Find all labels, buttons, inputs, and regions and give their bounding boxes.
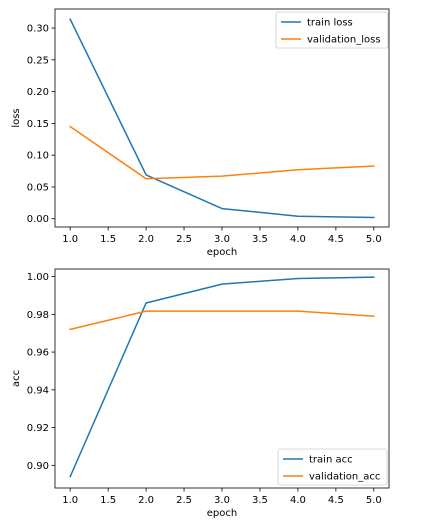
accuracy-chart-x-ticks: 1.0 1.5 2.0 2.5 3.0 3.5 4.0 4.5 5.0 — [62, 488, 382, 506]
accuracy-chart-y-tick-label: 0.92 — [27, 423, 49, 434]
loss-chart-y-tick-label: 0.00 — [27, 214, 49, 225]
loss-chart-y-tick-label: 0.20 — [27, 87, 49, 98]
loss-chart-x-ticks: 1.0 1.5 2.0 2.5 3.0 3.5 4.0 4.5 5.0 — [62, 227, 382, 245]
accuracy-chart-x-tick-label: 5.0 — [366, 495, 382, 506]
accuracy-chart-y-tick-label: 0.94 — [27, 385, 49, 396]
loss-chart-y-ticks: 0.00 0.05 0.10 0.15 0.20 0.25 0.30 — [27, 24, 55, 225]
loss-chart-legend: train loss validation_loss — [275, 11, 389, 49]
loss-chart-y-axis-label: loss — [11, 108, 22, 127]
accuracy-chart-x-tick-label: 4.5 — [328, 495, 344, 506]
loss-chart-x-tick-label: 2.0 — [138, 234, 154, 245]
legend-label-validation-loss: validation_loss — [307, 35, 381, 46]
accuracy-chart-y-tick-label: 0.90 — [27, 461, 49, 472]
loss-chart-x-tick-label: 2.5 — [176, 234, 192, 245]
series-line-validation-loss — [69, 125, 375, 180]
accuracy-chart-x-tick-label: 3.5 — [252, 495, 268, 506]
accuracy-chart-y-tick-label: 0.98 — [27, 310, 49, 321]
accuracy-chart-x-axis-label: epoch — [207, 508, 237, 519]
loss-chart-y-tick-label: 0.25 — [27, 55, 49, 66]
loss-chart-legend-box — [275, 11, 389, 49]
loss-chart: 1.0 1.5 2.0 2.5 3.0 3.5 4.0 4.5 5.0 0.00 0.05 0.10… — [11, 8, 390, 258]
series-line-train-acc — [69, 276, 375, 478]
accuracy-chart-y-tick-label: 1.00 — [27, 272, 49, 283]
loss-chart-x-tick-label: 1.0 — [62, 234, 78, 245]
loss-chart-y-tick-label: 0.15 — [27, 119, 49, 130]
accuracy-chart-legend-box — [277, 448, 388, 486]
loss-chart-marks — [69, 18, 375, 219]
accuracy-chart-y-ticks: 0.90 0.92 0.94 0.96 0.98 1.00 — [27, 272, 55, 472]
accuracy-chart-y-tick-label: 0.96 — [27, 348, 49, 359]
accuracy-chart-legend: train acc validation_acc — [277, 448, 388, 486]
accuracy-chart-x-tick-label: 1.5 — [100, 495, 116, 506]
legend-label-train-acc: train acc — [309, 455, 353, 466]
loss-chart-x-tick-label: 4.0 — [290, 234, 306, 245]
series-line-train-loss — [69, 18, 375, 219]
loss-chart-y-tick-label: 0.10 — [27, 151, 49, 162]
loss-chart-x-tick-label: 5.0 — [366, 234, 382, 245]
series-line-validation-acc — [69, 310, 375, 331]
loss-chart-x-tick-label: 3.0 — [214, 234, 230, 245]
accuracy-chart: 1.0 1.5 2.0 2.5 3.0 3.5 4.0 4.5 5.0 0.90 0.92 0.94… — [11, 268, 390, 519]
accuracy-chart-x-tick-label: 3.0 — [214, 495, 230, 506]
accuracy-chart-x-tick-label: 4.0 — [290, 495, 306, 506]
accuracy-chart-marks — [69, 276, 375, 478]
loss-chart-x-tick-label: 4.5 — [328, 234, 344, 245]
loss-chart-x-tick-label: 3.5 — [252, 234, 268, 245]
legend-label-validation-acc: validation_acc — [309, 472, 380, 483]
loss-chart-x-tick-label: 1.5 — [100, 234, 116, 245]
legend-label-train-loss: train loss — [307, 18, 353, 29]
accuracy-chart-x-tick-label: 1.0 — [62, 495, 78, 506]
accuracy-chart-x-tick-label: 2.5 — [176, 495, 192, 506]
accuracy-chart-x-tick-label: 2.0 — [138, 495, 154, 506]
loss-chart-y-tick-label: 0.05 — [27, 182, 49, 193]
accuracy-chart-y-axis-label: acc — [11, 370, 22, 387]
loss-chart-y-tick-label: 0.30 — [27, 24, 49, 35]
loss-chart-x-axis-label: epoch — [207, 247, 237, 258]
